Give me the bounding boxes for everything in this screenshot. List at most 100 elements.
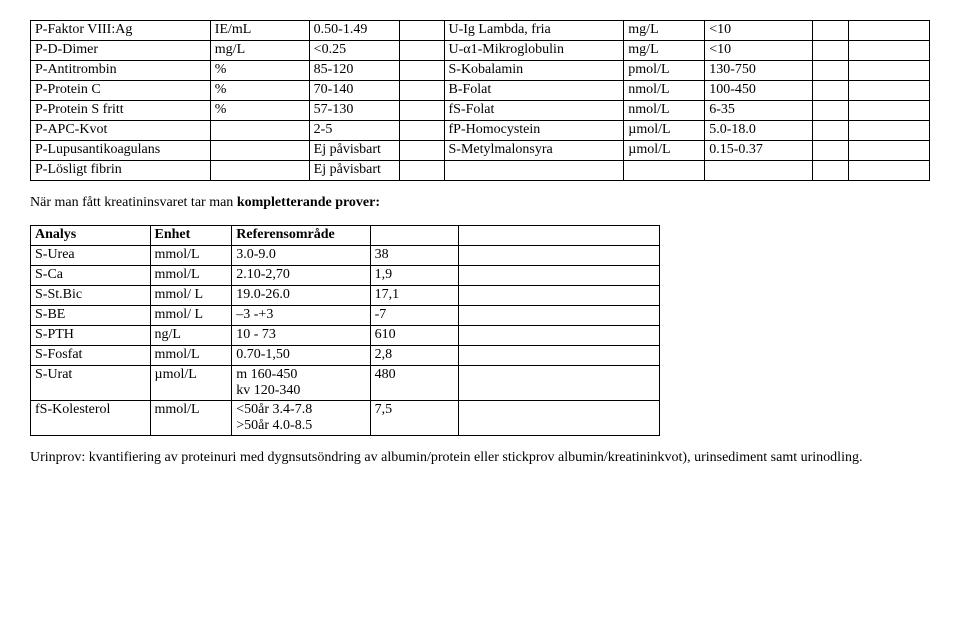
table-cell — [399, 141, 444, 161]
table-cell: mmol/ L — [150, 306, 232, 326]
table-row: P-APC-Kvot2-5fP-Homocysteinµmol/L5.0-18.… — [31, 121, 930, 141]
table-row: S-PTHng/L10 - 73610 — [31, 326, 660, 346]
table-cell: 1,9 — [370, 266, 458, 286]
table-cell: P-Protein S fritt — [31, 101, 211, 121]
table-cell: mmol/L — [150, 401, 232, 436]
table-cell: µmol/L — [624, 121, 705, 141]
table-row: S-Ureammol/L3.0-9.038 — [31, 246, 660, 266]
table-cell — [210, 161, 309, 181]
table-cell: % — [210, 81, 309, 101]
table-header-row: AnalysEnhetReferensområde — [31, 226, 660, 246]
table-cell: % — [210, 101, 309, 121]
table-cell: IE/mL — [210, 21, 309, 41]
table-row: S-Uratµmol/Lm 160-450kv 120-340480 — [31, 366, 660, 401]
table-cell: Ej påvisbart — [309, 161, 399, 181]
table-cell — [813, 41, 849, 61]
table-cell: 19.0-26.0 — [232, 286, 370, 306]
table-cell: S-BE — [31, 306, 151, 326]
table-cell: % — [210, 61, 309, 81]
table-cell: mmol/L — [150, 246, 232, 266]
table-cell — [458, 306, 659, 326]
table-cell: 130-750 — [705, 61, 813, 81]
table-cell: P-Lösligt fibrin — [31, 161, 211, 181]
intro-paragraph: När man fått kreatininsvaret tar man kom… — [30, 195, 930, 211]
table-cell: mmol/L — [150, 266, 232, 286]
table-cell: S-Kobalamin — [444, 61, 624, 81]
table-cell — [399, 161, 444, 181]
table-row: S-BEmmol/ L–3 -+3-7 — [31, 306, 660, 326]
table-cell: P-Antitrombin — [31, 61, 211, 81]
table-cell: nmol/L — [624, 101, 705, 121]
table-cell: <0.25 — [309, 41, 399, 61]
table-cell — [849, 81, 930, 101]
table-cell — [813, 141, 849, 161]
table-cell: S-Metylmalonsyra — [444, 141, 624, 161]
table-cell: mg/L — [210, 41, 309, 61]
intro-bold: kompletterande prover: — [237, 195, 380, 210]
table-cell: B-Folat — [444, 81, 624, 101]
table-cell: µmol/L — [624, 141, 705, 161]
table-cell — [624, 161, 705, 181]
table-row: fS-Kolesterolmmol/L<50år 3.4-7.8>50år 4.… — [31, 401, 660, 436]
table-header-cell: Referensområde — [232, 226, 370, 246]
table-cell — [813, 21, 849, 41]
table-cell: 70-140 — [309, 81, 399, 101]
table-cell — [399, 81, 444, 101]
table-cell: P-Lupusantikoagulans — [31, 141, 211, 161]
table-cell — [849, 61, 930, 81]
table-cell — [399, 21, 444, 41]
table-header-cell: Analys — [31, 226, 151, 246]
table-cell — [849, 121, 930, 141]
table-cell: mmol/L — [150, 346, 232, 366]
table-header-cell — [370, 226, 458, 246]
table-cell: <10 — [705, 41, 813, 61]
table-cell: S-St.Bic — [31, 286, 151, 306]
table-cell: mg/L — [624, 41, 705, 61]
table-cell: µmol/L — [150, 366, 232, 401]
table-row: P-Lösligt fibrin Ej påvisbart — [31, 161, 930, 181]
table-cell: S-Urea — [31, 246, 151, 266]
table-cell — [849, 141, 930, 161]
table-cell — [458, 366, 659, 401]
table-cell — [849, 161, 930, 181]
table-cell: 10 - 73 — [232, 326, 370, 346]
table-row: P-D-Dimermg/L<0.25U-α1-Mikroglobulinmg/L… — [31, 41, 930, 61]
table-cell — [849, 101, 930, 121]
table-cell: fP-Homocystein — [444, 121, 624, 141]
table-row: P-Faktor VIII:AgIE/mL0.50-1.49U-Ig Lambd… — [31, 21, 930, 41]
lab-table-top: P-Faktor VIII:AgIE/mL0.50-1.49U-Ig Lambd… — [30, 20, 930, 181]
table-cell — [210, 121, 309, 141]
table-cell: <10 — [705, 21, 813, 41]
table-cell: 6-35 — [705, 101, 813, 121]
table-cell: 7,5 — [370, 401, 458, 436]
table-cell: 2,8 — [370, 346, 458, 366]
table-row: P-Lupusantikoagulans Ej påvisbart S-Metylm… — [31, 141, 930, 161]
table-cell: U-Ig Lambda, fria — [444, 21, 624, 41]
table-cell — [458, 286, 659, 306]
table-cell: P-D-Dimer — [31, 41, 211, 61]
table-cell: 0.15-0.37 — [705, 141, 813, 161]
table-cell: 38 — [370, 246, 458, 266]
table-cell: nmol/L — [624, 81, 705, 101]
table-cell — [458, 401, 659, 436]
table-cell: fS-Folat — [444, 101, 624, 121]
table-cell: S-Ca — [31, 266, 151, 286]
table-cell: P-APC-Kvot — [31, 121, 211, 141]
table-cell — [399, 101, 444, 121]
table-cell: S-Urat — [31, 366, 151, 401]
table-cell: Ej påvisbart — [309, 141, 399, 161]
table-row: P-Protein S fritt%57-130fS-Folatnmol/L6-… — [31, 101, 930, 121]
table-cell — [849, 41, 930, 61]
table-cell: mmol/ L — [150, 286, 232, 306]
table-header-cell — [458, 226, 659, 246]
lab-table-supplementary: AnalysEnhetReferensområdeS-Ureammol/L3.0… — [30, 225, 660, 436]
table-cell: 480 — [370, 366, 458, 401]
table-cell — [813, 121, 849, 141]
table-cell — [813, 81, 849, 101]
table-cell — [813, 101, 849, 121]
table-cell: U-α1-Mikroglobulin — [444, 41, 624, 61]
table-cell: S-Fosfat — [31, 346, 151, 366]
table-row: S-St.Bicmmol/ L19.0-26.017,1 — [31, 286, 660, 306]
table-cell — [399, 41, 444, 61]
table-cell — [849, 21, 930, 41]
